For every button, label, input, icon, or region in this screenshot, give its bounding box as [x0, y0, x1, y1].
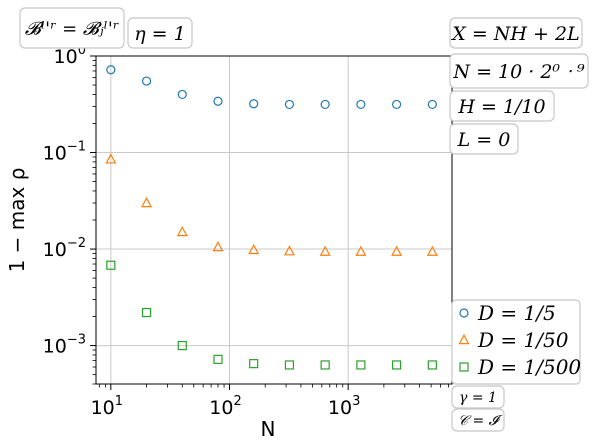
- data-point: [319, 245, 331, 256]
- svg-text:𝓑ˡ'ʳ = 𝓑ⱼˡ'ʳ: 𝓑ˡ'ʳ = 𝓑ⱼˡ'ʳ: [25, 18, 119, 39]
- legend-label: D = 1/5: [477, 301, 556, 325]
- data-point: [212, 240, 224, 252]
- data-point: [248, 243, 260, 255]
- parameter-annotation-2: H = 1/10: [449, 90, 555, 122]
- legend-marker: [458, 333, 470, 345]
- svg-text:L = 0: L = 0: [457, 129, 511, 151]
- legend: D = 1/5 D = 1/50 D = 1/500: [451, 299, 581, 385]
- data-point: [141, 196, 153, 208]
- data-point: [106, 260, 116, 270]
- data-point: [427, 360, 437, 370]
- data-point: [284, 99, 295, 110]
- y-tick-label: 10−2: [43, 236, 86, 261]
- data-point: [213, 354, 223, 364]
- x-tick-label: 101: [91, 394, 123, 419]
- svg-text:H = 1/10: H = 1/10: [457, 96, 545, 118]
- x-tick-label: 102: [209, 394, 241, 419]
- ticks: 101 102 103 100 10−1 10−2 10−3: [43, 43, 449, 419]
- legend-entry: D = 1/5: [459, 301, 556, 325]
- data-point: [320, 99, 330, 110]
- data-point: [249, 359, 259, 369]
- legend-frame: [451, 299, 581, 385]
- legend-label: D = 1/500: [477, 355, 581, 379]
- y-tick-label: 100: [54, 43, 86, 68]
- y-tick-label: 10−3: [43, 333, 86, 358]
- data-point: [320, 360, 330, 370]
- data-point: [356, 360, 366, 370]
- series-2: [106, 260, 437, 370]
- y-tick-label: 10−1: [43, 140, 86, 165]
- data-point: [105, 153, 117, 164]
- svg-text:N = 10 · 2⁰ ᐧ ⁹: N = 10 · 2⁰ ᐧ ⁹: [452, 61, 585, 83]
- series-1: [105, 153, 438, 256]
- legend-marker: [459, 308, 469, 318]
- data-point: [427, 99, 437, 110]
- plot-frame: [95, 55, 453, 385]
- svg-text:η = 1: η = 1: [134, 23, 185, 45]
- data-point: [284, 360, 295, 370]
- legend-entry: D = 1/50: [458, 328, 569, 352]
- series-0: [106, 65, 437, 110]
- x-tick-label: 103: [328, 394, 360, 419]
- data-point: [176, 225, 188, 237]
- grid: [96, 55, 452, 384]
- svg-text:X = NH + 2L: X = NH + 2L: [450, 23, 579, 45]
- data-point: [249, 99, 259, 109]
- data-point: [141, 307, 152, 318]
- data-marks: [105, 65, 438, 370]
- data-point: [392, 360, 402, 370]
- y-axis-label: 1 − max ρ: [5, 168, 29, 273]
- svg-text:𝒞 = 𝓘: 𝒞 = 𝓘: [458, 413, 503, 429]
- legend-entry: D = 1/500: [459, 355, 581, 379]
- svg-text:γ = 1: γ = 1: [459, 390, 497, 406]
- data-point: [213, 96, 223, 106]
- legend-marker: [459, 362, 469, 372]
- legend-label: D = 1/50: [477, 328, 569, 352]
- data-point: [283, 245, 295, 256]
- data-point: [106, 65, 116, 75]
- parameter-annotation-0: X = NH + 2L: [449, 17, 583, 49]
- data-point: [356, 99, 366, 110]
- annotations: 𝓑ˡ'ʳ = 𝓑ⱼˡ'ʳ η = 1 X = NH + 2L N = 10 · 2⁰ …: [19, 7, 589, 432]
- data-point: [391, 245, 403, 256]
- parameter-annotation-3: L = 0: [449, 123, 519, 155]
- bilinear-annotation: 𝓑ˡ'ʳ = 𝓑ⱼˡ'ʳ: [19, 7, 125, 49]
- data-point: [426, 245, 438, 256]
- data-point: [392, 99, 402, 110]
- data-point: [177, 340, 187, 351]
- gamma-annotation: γ = 1: [451, 385, 505, 409]
- parameter-annotation-1: N = 10 · 2⁰ ᐧ ⁹: [449, 53, 589, 89]
- data-point: [141, 76, 152, 86]
- x-axis-label: N: [261, 417, 276, 441]
- data-point: [355, 245, 367, 256]
- data-point: [177, 89, 187, 100]
- eta-annotation: η = 1: [127, 17, 193, 49]
- c-matrix-annotation: 𝒞 = 𝓘: [451, 408, 505, 432]
